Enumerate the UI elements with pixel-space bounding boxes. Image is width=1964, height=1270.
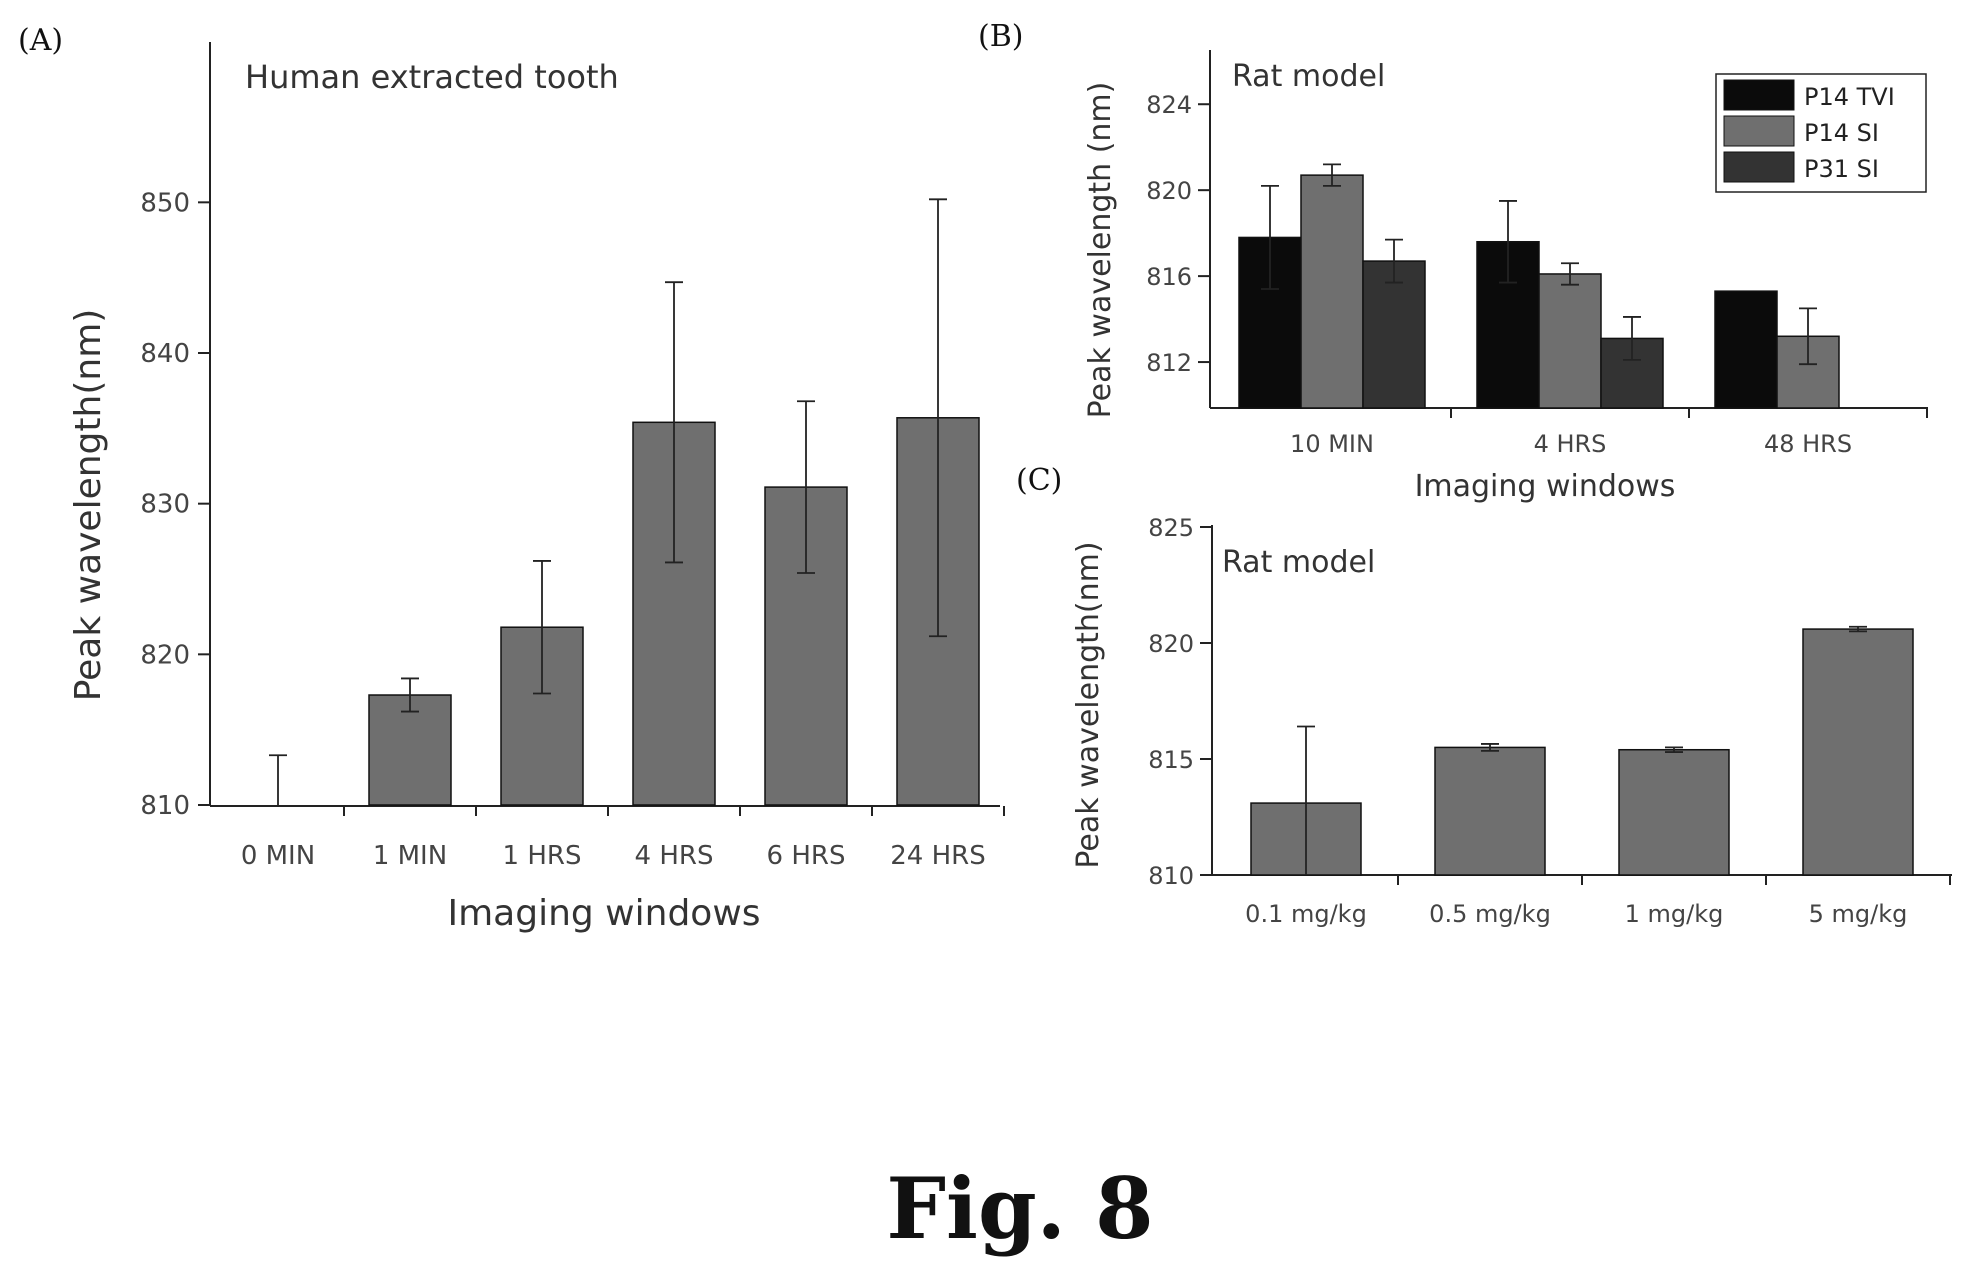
chart-b-xtick-label: 10 MIN <box>1290 430 1374 458</box>
chart-b-legend-label: P14 TVI <box>1804 83 1895 111</box>
chart-b-annotation: Rat model <box>1232 59 1385 94</box>
chart-b-legend-swatch <box>1723 115 1795 147</box>
chart-b-ylabel: Peak wavelength (nm) <box>1083 82 1118 419</box>
chart-c-ytick-label: 820 <box>1148 630 1194 658</box>
chart-c-xtick-label: 0.1 mg/kg <box>1245 900 1367 928</box>
chart-a-marks: 810 820 830 840 850 0 MIN 1 MIN 1 HRS 4 HRS 6 HRS… <box>140 42 1005 871</box>
chart-a-ytick-label: 850 <box>140 188 190 218</box>
chart-c-bar <box>1618 748 1730 876</box>
chart-a-xtick-label: 6 HRS <box>767 841 846 871</box>
chart-a-ytick-label: 840 <box>140 339 190 369</box>
chart-c-bar <box>1434 746 1546 876</box>
figure-caption: Fig. 8 <box>886 1159 1153 1258</box>
chart-a-ytick-label: 820 <box>140 640 190 670</box>
chart-a-xtick-label: 1 HRS <box>503 841 582 871</box>
chart-a-ytick-label: 830 <box>140 490 190 520</box>
chart-a-xtick-label: 1 MIN <box>373 841 447 871</box>
chart-a-annotation: Human extracted tooth <box>245 58 619 96</box>
chart-c-xtick-label: 1 mg/kg <box>1625 900 1724 928</box>
chart-b-legend-swatch <box>1723 151 1795 183</box>
chart-c-ytick-label: 815 <box>1148 746 1194 774</box>
panel-label-c: (C) <box>1016 463 1062 498</box>
chart-c-ytick-label: 810 <box>1148 862 1194 890</box>
chart-b: Rat model Imaging windows Peak wavelengt… <box>1083 50 1928 504</box>
chart-a-bar <box>368 694 452 806</box>
chart-b-bar <box>1300 174 1364 409</box>
chart-a-xlabel: Imaging windows <box>447 893 760 934</box>
chart-b-ytick-label: 820 <box>1146 177 1192 205</box>
chart-a-ytick-label: 810 <box>140 791 190 821</box>
chart-b-legend-label: P14 SI <box>1804 119 1879 147</box>
chart-b-ytick-label: 816 <box>1146 263 1192 291</box>
chart-c-xtick-label: 5 mg/kg <box>1809 900 1908 928</box>
chart-c-ylabel: Peak wavelength(nm) <box>1071 541 1106 868</box>
chart-b-xlabel: Imaging windows <box>1415 469 1676 504</box>
panel-label-a: (A) <box>18 23 63 58</box>
panel-label-b: (B) <box>978 19 1023 54</box>
chart-c-annotation: Rat model <box>1222 545 1375 580</box>
chart-b-legend-label: P31 SI <box>1804 155 1879 183</box>
chart-b-xtick-label: 4 HRS <box>1534 430 1607 458</box>
chart-b-bar <box>1538 273 1602 409</box>
chart-b-ytick-label: 824 <box>1146 91 1192 119</box>
chart-b-bar <box>1714 290 1778 409</box>
chart-c-ytick-label: 825 <box>1148 514 1194 542</box>
chart-c-xtick-label: 0.5 mg/kg <box>1429 900 1551 928</box>
chart-a: Human extracted tooth Imaging windows Pe… <box>68 42 1005 934</box>
chart-a-ylabel: Peak wavelength(nm) <box>68 309 109 702</box>
chart-a-xtick-label: 4 HRS <box>635 841 714 871</box>
chart-b-bar <box>1362 260 1426 409</box>
chart-b-xtick-label: 48 HRS <box>1764 430 1852 458</box>
chart-b-marks: 812 816 820 824 10 MIN 4 HRS 48 HRS <box>1146 50 1928 458</box>
chart-b-legend: P14 TVI P14 SI P31 SI <box>1715 73 1927 193</box>
chart-b-legend-swatch <box>1723 79 1795 111</box>
chart-c-marks: 810 815 820 825 0.1 mg/kg 0.5 mg/kg 1 mg/kg 5 m… <box>1148 514 1952 928</box>
chart-c-bar <box>1802 628 1914 876</box>
chart-c: Rat model Peak wavelength(nm) 8108158208… <box>1071 514 1952 928</box>
chart-a-xtick-label: 24 HRS <box>890 841 985 871</box>
chart-a-xtick-label: 0 MIN <box>241 841 315 871</box>
chart-b-ytick-label: 812 <box>1146 349 1192 377</box>
